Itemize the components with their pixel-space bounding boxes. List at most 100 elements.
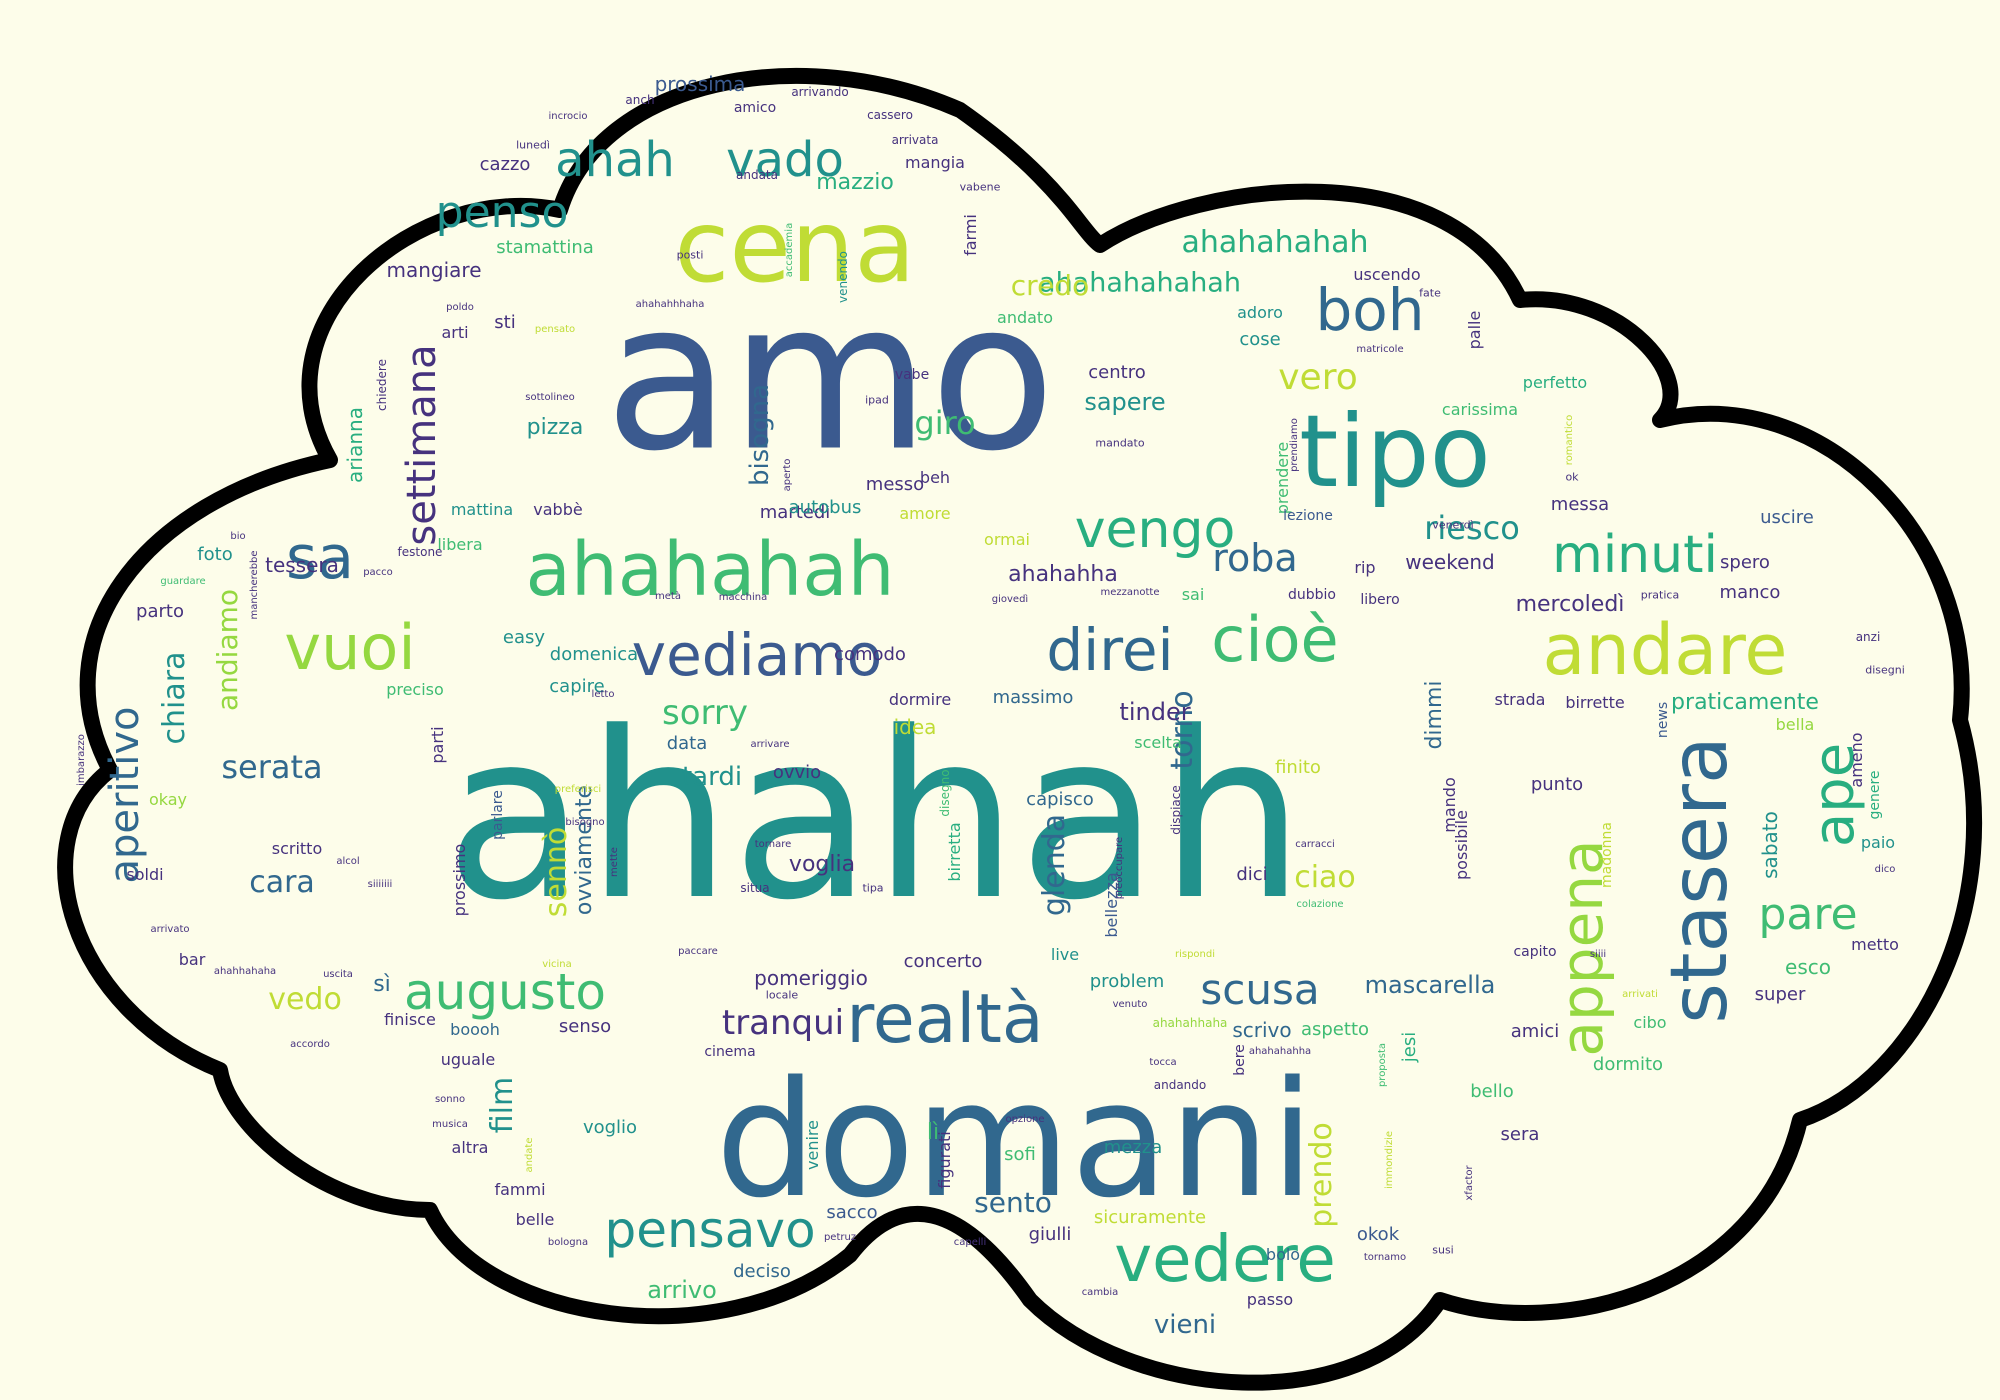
cloud-word: ok <box>1565 470 1579 484</box>
cloud-word: chiedere <box>375 359 389 411</box>
cloud-word: amici <box>1510 1021 1560 1042</box>
cloud-word: soldi <box>126 865 164 884</box>
cloud-word: direi <box>1046 616 1174 684</box>
cloud-word: ahahahhaha <box>1152 1016 1228 1030</box>
cloud-word: tornare <box>754 839 792 850</box>
cloud-word: sennò <box>539 826 574 918</box>
cloud-word: sai <box>1181 585 1205 604</box>
cloud-word: stasera <box>1655 736 1745 1024</box>
cloud-word: disegno <box>938 769 952 817</box>
cloud-word: colazione <box>1296 899 1344 910</box>
cloud-word: parto <box>136 601 184 622</box>
cloud-word: okok <box>1356 1224 1400 1245</box>
cloud-word: figurati <box>935 1131 954 1189</box>
cloud-word: boh <box>1315 276 1425 344</box>
cloud-word: bar <box>178 950 206 969</box>
cloud-word: riesco <box>1424 509 1520 547</box>
cloud-word: birretta <box>945 822 964 882</box>
cloud-word: cassero <box>867 108 913 122</box>
cloud-word: messa <box>1550 494 1610 515</box>
cloud-word: venendo <box>836 250 850 304</box>
cloud-word: carissima <box>1441 400 1519 419</box>
cloud-word: rispondi <box>1174 949 1216 960</box>
cloud-word: incrocio <box>548 111 588 122</box>
cloud-word: sicuramente <box>1093 1207 1207 1228</box>
cloud-word: manco <box>1719 582 1781 603</box>
cloud-word: mangiare <box>386 258 482 282</box>
cloud-word: amo <box>604 258 1056 497</box>
cloud-word: parti <box>428 726 447 764</box>
cloud-word: parlare <box>490 790 506 840</box>
cloud-word: mancherebbe <box>249 550 260 620</box>
cloud-word: dubbio <box>1288 587 1336 603</box>
cloud-word: tipo <box>1299 393 1491 510</box>
cloud-word: domenica <box>549 644 639 665</box>
cloud-word: lì <box>926 1120 940 1145</box>
cloud-word: scritto <box>271 839 323 858</box>
cloud-word: genere <box>1867 770 1883 820</box>
cloud-word: poldo <box>446 302 474 313</box>
cloud-word: venuto <box>1112 999 1148 1010</box>
cloud-word: roba <box>1212 536 1298 580</box>
cloud-word: stamattina <box>496 237 594 258</box>
cloud-word: problem <box>1089 971 1165 992</box>
cloud-word: vieni <box>1153 1310 1217 1340</box>
cloud-word: macchina <box>718 592 768 603</box>
cloud-word: mazzio <box>816 170 894 195</box>
cloud-word: mette <box>609 847 620 877</box>
cloud-word: siiiiiii <box>367 879 393 890</box>
cloud-word: ahahahah <box>525 527 895 613</box>
cloud-word: finito <box>1275 757 1321 778</box>
cloud-word: ahahahahah <box>1181 225 1369 260</box>
cloud-word: esco <box>1785 955 1831 979</box>
cloud-word: ciao <box>1294 860 1356 895</box>
cloud-word: arti <box>441 323 469 342</box>
cloud-word: vengo <box>1074 500 1236 560</box>
cloud-word: paccare <box>678 946 718 957</box>
cloud-word: bella <box>1775 715 1815 734</box>
cloud-word: prendiamo <box>1289 418 1300 472</box>
cloud-word: cara <box>249 865 315 900</box>
cloud-word: dimmi <box>1422 680 1447 750</box>
cloud-word: siiii <box>1589 949 1607 960</box>
cloud-word: imbarazzo <box>76 734 87 786</box>
cloud-word: dormito <box>1592 1054 1664 1075</box>
cloud-word: preciso <box>386 680 444 699</box>
cloud-word: data <box>666 733 708 754</box>
cloud-word: pensato <box>534 324 576 335</box>
cloud-word: capelli <box>953 1237 987 1248</box>
cloud-word: arrivati <box>1622 989 1658 1000</box>
cloud-word: spero <box>1720 552 1770 573</box>
cloud-word: matricole <box>1356 344 1404 355</box>
cloud-word: ahahahha <box>1008 562 1118 587</box>
cloud-word: mandato <box>1095 436 1145 450</box>
cloud-word: arrivata <box>891 133 939 147</box>
cloud-word: disegni <box>1865 663 1905 677</box>
cloud-word: accordo <box>290 1039 330 1050</box>
cloud-word: paio <box>1860 833 1896 852</box>
cloud-word: arrivo <box>647 1276 717 1304</box>
cloud-word: sapere <box>1084 388 1166 416</box>
cloud-word: serata <box>221 748 323 786</box>
cloud-word: andate <box>524 1137 535 1173</box>
cloud-word: proposta <box>1377 1042 1388 1088</box>
cloud-word: pratica <box>1640 588 1680 602</box>
cloud-word: easy <box>502 627 546 648</box>
cloud-word: finisce <box>384 1010 436 1029</box>
cloud-word: vado <box>726 132 844 188</box>
cloud-word: domani <box>715 1046 1315 1233</box>
cloud-word: mangia <box>905 153 965 172</box>
cloud-word: ovvio <box>772 762 822 783</box>
cloud-word: aperitivo <box>102 706 148 884</box>
cloud-word: mezzanotte <box>1100 587 1160 598</box>
cloud-word: mezza <box>1103 1137 1163 1158</box>
cloud-word: aspetto <box>1300 1019 1370 1040</box>
cloud-word: musica <box>432 1119 468 1130</box>
cloud-word: mercoledì <box>1515 592 1625 617</box>
cloud-word: sonno <box>434 1094 466 1105</box>
cloud-word: pare <box>1758 889 1858 940</box>
cloud-word: sacco <box>826 1202 878 1223</box>
cloud-word: amico <box>733 100 777 116</box>
